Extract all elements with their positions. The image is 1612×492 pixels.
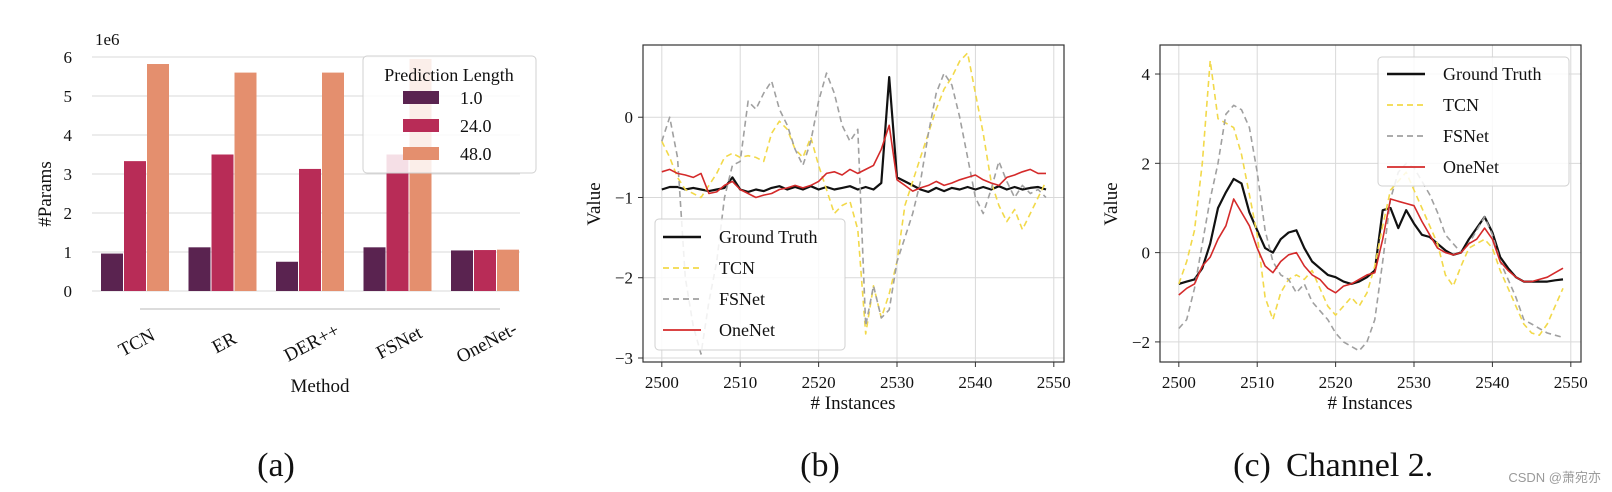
bar-er-24-0 xyxy=(211,154,234,291)
series-line-onenet xyxy=(661,124,1046,199)
line-chart-b: 2500 2510 2520 2530 2540 2550 0 −1 −2 −3 Value # … xyxy=(584,44,1071,414)
legend-label-tcn: TCN xyxy=(719,258,755,278)
x-tick-label: 2530 xyxy=(1397,373,1431,392)
y-tick-label: 6 xyxy=(64,48,73,67)
legend-label-onenet: OneNet xyxy=(1443,157,1499,177)
x-tick-label: 2550 xyxy=(1037,373,1071,392)
x-tick-label: 2510 xyxy=(1240,373,1274,392)
x-tick-label-er: ER xyxy=(209,328,241,358)
x-tick-label: 2540 xyxy=(958,373,992,392)
legend-swatch-48-0 xyxy=(403,147,439,160)
bar-er-48-0 xyxy=(234,72,257,291)
x-axis-label: # Instances xyxy=(1328,393,1413,414)
y-tick-label: 4 xyxy=(64,126,73,145)
legend-label-24-0: 24.0 xyxy=(460,116,492,136)
x-tick-label-der: DER++ xyxy=(281,320,343,366)
watermark: CSDN @萧宛亦 xyxy=(1508,470,1601,485)
y-tick-label: −1 xyxy=(615,188,633,207)
bar-tcn-48-0 xyxy=(147,64,169,292)
y-tick-label: 3 xyxy=(64,165,73,184)
bar-er-1-0 xyxy=(188,247,211,291)
legend: Prediction Length 1.0 24.0 48.0 xyxy=(362,55,537,174)
x-tick-label-tcn: TCN xyxy=(115,325,159,362)
legend-box xyxy=(654,218,846,351)
legend-label-48-0: 48.0 xyxy=(460,144,492,164)
bar-tcn-1-0 xyxy=(101,253,123,291)
x-tick-label-fsnet: FSNet xyxy=(373,322,426,364)
caption-c-title: Channel 2. xyxy=(1286,447,1433,484)
caption-b: (b) xyxy=(800,447,840,484)
y-axis-label: Value xyxy=(584,182,605,225)
legend-label-tcn: TCN xyxy=(1443,95,1479,115)
legend-box xyxy=(1377,56,1570,187)
y-tick-label: 1 xyxy=(64,243,73,262)
x-tick-label: 2540 xyxy=(1475,373,1509,392)
y-tick-label: 0 xyxy=(1142,244,1151,263)
bar-chart-params: 0 1 2 3 4 5 6 TCN ER DER++ FSNet OneNet- 1e6 #Para… xyxy=(35,30,537,397)
legend-label-ground-truth: Ground Truth xyxy=(719,227,818,247)
y-tick-label: 0 xyxy=(64,282,73,301)
y-tick-label: −2 xyxy=(1132,333,1150,352)
caption-a: (a) xyxy=(257,447,295,484)
x-tick-label: 2520 xyxy=(1319,373,1353,392)
series-line-onenet xyxy=(1178,198,1564,296)
bar-der-1-0 xyxy=(276,261,298,291)
bar-onenet-1-0 xyxy=(451,250,473,291)
y-axis-label: Value xyxy=(1101,182,1122,225)
legend: Ground Truth TCN FSNet OneNet xyxy=(1377,56,1570,187)
legend-label-1-0: 1.0 xyxy=(460,88,483,108)
y-axis-label: #Params xyxy=(35,161,56,226)
x-tick-label: 2510 xyxy=(723,373,757,392)
legend-box xyxy=(362,55,537,174)
x-tick-label: 2500 xyxy=(1162,373,1196,392)
y-tick-label: −2 xyxy=(615,269,633,288)
y-tick-label: 2 xyxy=(1142,154,1151,173)
series-line-fsnet xyxy=(1178,104,1564,352)
legend-label-onenet: OneNet xyxy=(719,320,775,340)
legend-label-fsnet: FSNet xyxy=(719,289,765,309)
plot-frame xyxy=(1159,44,1582,363)
plot-frame xyxy=(642,44,1065,363)
legend-title: Prediction Length xyxy=(384,65,513,85)
x-tick-label: 2550 xyxy=(1554,373,1588,392)
series-line-fsnet xyxy=(661,72,1047,355)
y-tick-label: 5 xyxy=(64,87,73,106)
bar-onenet-24-0 xyxy=(474,250,496,291)
legend-swatch-24-0 xyxy=(403,119,439,132)
legend-swatch-1-0 xyxy=(403,91,439,104)
x-tick-label: 2500 xyxy=(645,373,679,392)
x-tick-label: 2530 xyxy=(880,373,914,392)
scale-note: 1e6 xyxy=(95,30,120,49)
y-tick-label: 0 xyxy=(625,108,634,127)
bar-fsnet-24-0 xyxy=(386,154,409,291)
caption-c: (c) xyxy=(1233,447,1271,484)
y-tick-label: 2 xyxy=(64,204,73,223)
line-chart-c: 2500 2510 2520 2530 2540 2550 4 2 0 −2 Value # In… xyxy=(1101,44,1588,414)
series-line-ground-truth xyxy=(661,75,1047,193)
y-tick-label: −3 xyxy=(615,349,633,368)
legend: Ground Truth TCN FSNet OneNet xyxy=(654,218,846,351)
x-tick-label-onenet: OneNet- xyxy=(453,319,521,368)
y-tick-label: 4 xyxy=(1142,65,1151,84)
series-line-tcn xyxy=(661,52,1047,335)
legend-label-ground-truth: Ground Truth xyxy=(1443,64,1542,84)
bar-der-24-0 xyxy=(299,168,321,291)
bar-der-48-0 xyxy=(322,72,344,291)
bar-onenet-48-0 xyxy=(497,249,519,291)
bar-fsnet-1-0 xyxy=(363,247,386,291)
legend-label-fsnet: FSNet xyxy=(1443,126,1489,146)
x-axis-label: Method xyxy=(290,376,350,397)
x-axis-label: # Instances xyxy=(811,393,896,414)
bar-tcn-24-0 xyxy=(124,161,146,291)
x-tick-label: 2520 xyxy=(802,373,836,392)
